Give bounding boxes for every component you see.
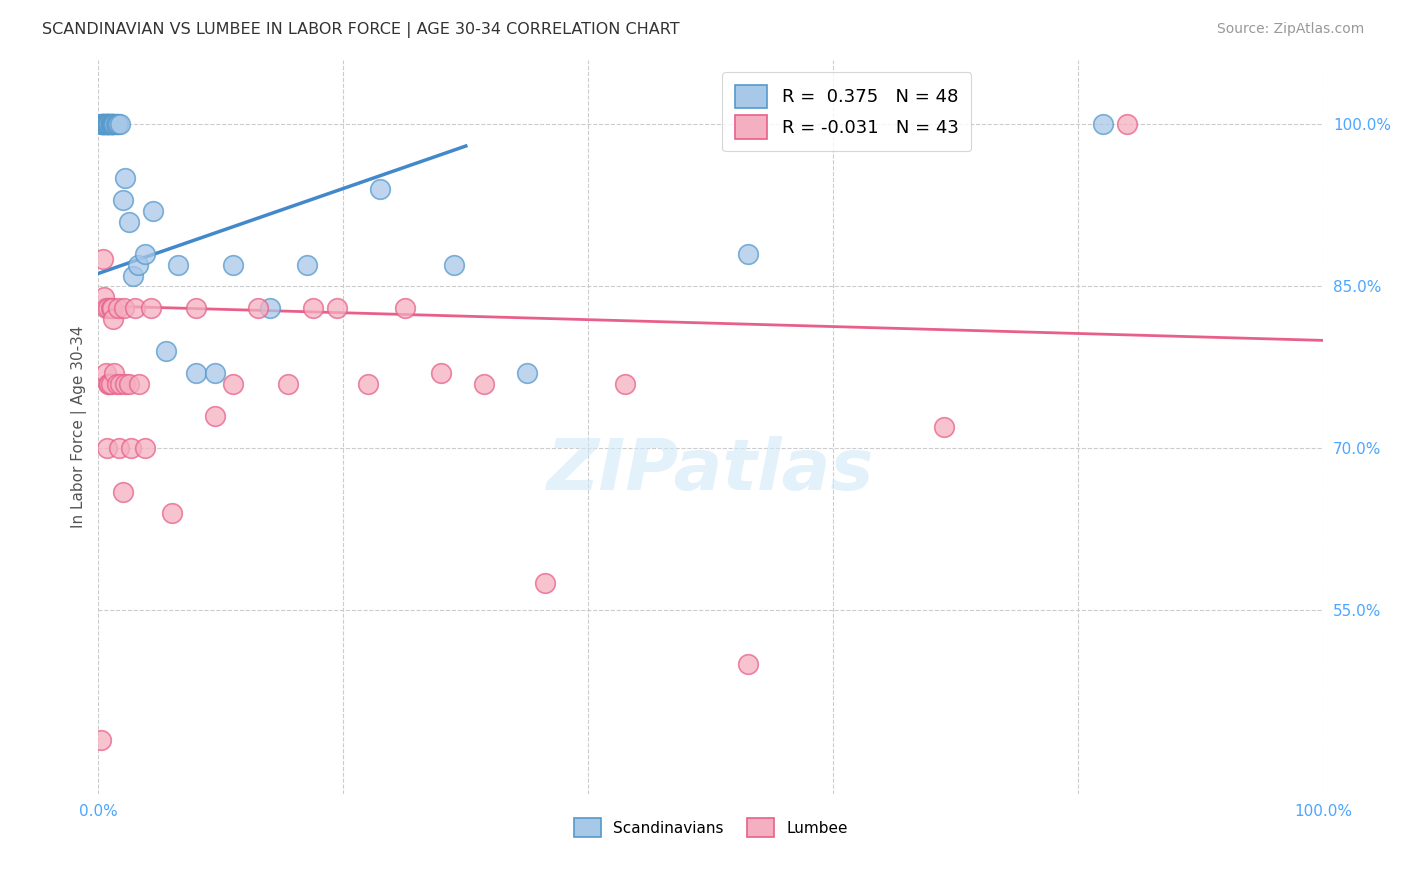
Point [430, 366, 453, 380]
Point [91, 117, 114, 131]
Point [295, 258, 318, 272]
Point [93, 117, 115, 131]
Point [204, 366, 226, 380]
Point [259, 301, 281, 315]
Point [97, 301, 120, 315]
Point [91, 117, 114, 131]
Point [101, 117, 124, 131]
Point [97, 376, 120, 391]
Point [94, 366, 117, 380]
Point [96, 117, 118, 131]
Text: SCANDINAVIAN VS LUMBEE IN LABOR FORCE | AGE 30-34 CORRELATION CHART: SCANDINAVIAN VS LUMBEE IN LABOR FORCE | … [42, 22, 681, 38]
Point [107, 117, 129, 131]
Point [103, 117, 125, 131]
Point [326, 301, 349, 315]
Point [1116, 117, 1139, 131]
Point [93, 117, 115, 131]
Point [155, 344, 177, 359]
Point [186, 366, 208, 380]
Point [120, 442, 142, 456]
Text: ZIPatlas: ZIPatlas [547, 436, 875, 506]
Point [110, 117, 132, 131]
Point [98, 117, 121, 131]
Point [98, 376, 121, 391]
Point [932, 419, 955, 434]
Point [167, 258, 190, 272]
Point [516, 366, 538, 380]
Point [394, 301, 416, 315]
Point [93, 117, 115, 131]
Point [100, 117, 122, 131]
Point [534, 576, 557, 591]
Point [101, 117, 124, 131]
Point [93, 290, 115, 304]
Point [1091, 117, 1114, 131]
Point [127, 258, 149, 272]
Point [112, 301, 135, 315]
Point [105, 376, 128, 391]
Point [100, 117, 122, 131]
Point [121, 268, 143, 283]
Point [118, 214, 141, 228]
Point [186, 301, 208, 315]
Point [103, 366, 125, 380]
Point [97, 117, 120, 131]
Point [101, 117, 124, 131]
Point [96, 442, 118, 456]
Point [101, 301, 124, 315]
Point [101, 117, 124, 131]
Point [246, 301, 269, 315]
Point [472, 376, 495, 391]
Point [105, 117, 128, 131]
Point [277, 376, 299, 391]
Point [100, 117, 122, 131]
Point [91, 117, 114, 131]
Point [100, 376, 122, 391]
Point [134, 442, 156, 456]
Point [98, 117, 121, 131]
Point [737, 247, 759, 261]
Point [107, 301, 129, 315]
Point [737, 657, 759, 672]
Point [139, 301, 162, 315]
Point [222, 258, 245, 272]
Point [100, 301, 122, 315]
Point [368, 182, 391, 196]
Point [204, 409, 226, 423]
Point [91, 117, 114, 131]
Point [101, 311, 124, 326]
Point [222, 376, 245, 391]
Point [128, 376, 150, 391]
Point [160, 506, 183, 520]
Y-axis label: In Labor Force | Age 30-34: In Labor Force | Age 30-34 [72, 326, 87, 528]
Point [301, 301, 323, 315]
Legend: Scandinavians, Lumbee: Scandinavians, Lumbee [567, 810, 856, 845]
Point [114, 171, 136, 186]
Point [357, 376, 380, 391]
Point [118, 376, 141, 391]
Point [142, 203, 165, 218]
Point [94, 117, 117, 131]
Point [91, 252, 114, 267]
Point [94, 117, 117, 131]
Point [97, 117, 120, 131]
Point [96, 117, 118, 131]
Point [110, 376, 132, 391]
Text: Source: ZipAtlas.com: Source: ZipAtlas.com [1216, 22, 1364, 37]
Point [90, 733, 112, 747]
Point [108, 442, 131, 456]
Point [111, 484, 134, 499]
Point [104, 117, 127, 131]
Point [96, 117, 118, 131]
Point [443, 258, 465, 272]
Point [111, 193, 134, 207]
Point [114, 376, 136, 391]
Point [614, 376, 637, 391]
Point [90, 117, 112, 131]
Point [94, 301, 117, 315]
Point [134, 247, 156, 261]
Point [124, 301, 146, 315]
